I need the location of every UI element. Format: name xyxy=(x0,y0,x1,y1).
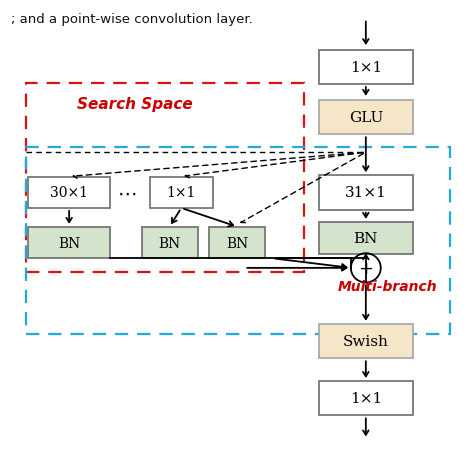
FancyBboxPatch shape xyxy=(319,50,413,84)
FancyBboxPatch shape xyxy=(319,176,413,210)
Text: GLU: GLU xyxy=(349,111,383,125)
FancyBboxPatch shape xyxy=(319,324,413,358)
Text: BN: BN xyxy=(58,236,80,250)
FancyBboxPatch shape xyxy=(319,101,413,135)
Text: +: + xyxy=(358,259,373,277)
Text: $\cdots$: $\cdots$ xyxy=(117,184,136,202)
FancyBboxPatch shape xyxy=(150,178,213,208)
Text: 1×1: 1×1 xyxy=(350,392,382,405)
Text: 1×1: 1×1 xyxy=(166,186,196,200)
Text: BN: BN xyxy=(158,236,180,250)
Text: Swish: Swish xyxy=(343,334,389,348)
FancyBboxPatch shape xyxy=(28,178,110,208)
Text: Search Space: Search Space xyxy=(77,96,192,112)
Text: BN: BN xyxy=(353,232,378,246)
Bar xyxy=(26,84,304,273)
Bar xyxy=(26,147,450,335)
FancyBboxPatch shape xyxy=(319,381,413,415)
Text: 30×1: 30×1 xyxy=(50,186,88,200)
Text: 1×1: 1×1 xyxy=(350,61,382,74)
FancyBboxPatch shape xyxy=(28,228,110,259)
Text: Multi-branch: Multi-branch xyxy=(338,280,438,293)
FancyBboxPatch shape xyxy=(141,228,197,259)
FancyBboxPatch shape xyxy=(209,228,266,259)
FancyBboxPatch shape xyxy=(319,223,413,255)
Text: ; and a point-wise convolution layer.: ; and a point-wise convolution layer. xyxy=(11,13,252,26)
Text: BN: BN xyxy=(226,236,249,250)
Text: 31×1: 31×1 xyxy=(345,186,387,200)
